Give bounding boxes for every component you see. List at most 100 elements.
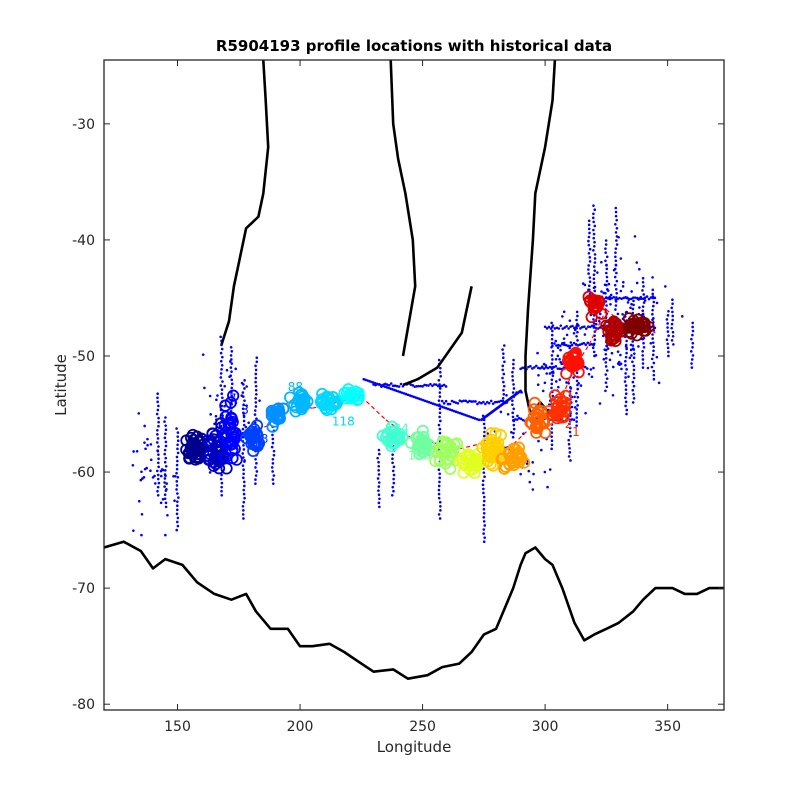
historical-profile-point (485, 400, 489, 404)
historical-profile-point (377, 448, 381, 452)
historical-profile-point (559, 324, 563, 327)
historical-profile-point (570, 405, 574, 409)
historical-profile-point (580, 342, 584, 346)
historical-profile-point (575, 424, 578, 427)
historical-profile-point (641, 362, 645, 365)
historical-profile-point (642, 293, 646, 296)
historical-profile-point (483, 475, 486, 478)
historical-profile-point (614, 214, 618, 218)
historical-profile-point (605, 304, 608, 307)
historical-profile-point (543, 470, 547, 474)
historical-profile-point (569, 387, 573, 390)
historical-profile-point (242, 403, 245, 407)
historical-profile-point (581, 325, 584, 329)
historical-profile-point (560, 362, 564, 366)
historical-profile-point (438, 391, 442, 394)
float-profile-marker (210, 440, 223, 454)
historical-profile-point (437, 492, 441, 496)
historical-profile-point (163, 481, 166, 484)
historical-profile-point (241, 427, 245, 431)
float-profile-marker (227, 389, 240, 402)
historical-profile-point (550, 362, 554, 365)
historical-profile-point (242, 488, 246, 492)
historical-profile-point (201, 353, 205, 356)
historical-profile-point (493, 400, 497, 404)
historical-profile-point (378, 497, 381, 501)
historical-profile-point (156, 433, 159, 436)
historical-profile-point (617, 235, 620, 239)
historical-profile-point (650, 357, 654, 361)
historical-profile-point (641, 309, 645, 313)
historical-profile-point (501, 348, 504, 351)
historical-profile-point (612, 268, 616, 272)
historical-profile-point (254, 405, 258, 408)
historical-profile-point (511, 399, 514, 402)
historical-profile-point (619, 289, 623, 293)
historical-profile-point (439, 419, 442, 423)
historical-profile-point (670, 306, 674, 310)
historical-profile-point (220, 388, 224, 391)
historical-profile-point (164, 533, 167, 537)
historical-profile-point (390, 493, 394, 497)
historical-profile-point (550, 378, 554, 382)
float-profile-marker (642, 320, 655, 333)
historical-profile-point (482, 495, 486, 499)
historical-profile-point (143, 467, 147, 471)
historical-profile-point (544, 365, 548, 369)
historical-profile-point (464, 399, 468, 403)
historical-profile-point (419, 384, 422, 388)
historical-profile-point (458, 399, 462, 402)
historical-profile-point (421, 385, 424, 388)
historical-profile-point (159, 501, 163, 505)
historical-profile-point (624, 376, 627, 379)
historical-profile-point (271, 437, 275, 441)
historical-profile-point (642, 285, 645, 288)
historical-profile-point (499, 399, 503, 403)
historical-profile-point (631, 307, 635, 311)
historical-profile-point (568, 344, 572, 348)
float-profile-marker (502, 446, 515, 460)
float-profile-marker (190, 440, 204, 453)
historical-profile-point (221, 396, 224, 400)
historical-profile-point (604, 389, 607, 393)
historical-profile-point (229, 345, 233, 349)
historical-profile-point (272, 449, 276, 453)
historical-profile-point (391, 485, 395, 489)
historical-profile-point (537, 439, 540, 443)
historical-profile-point (551, 324, 555, 327)
historical-profile-point (243, 496, 246, 500)
historical-profile-point (175, 512, 179, 516)
historical-profile-point (632, 376, 636, 380)
historical-profile-point (643, 299, 647, 302)
historical-profile-point (502, 380, 505, 384)
historical-profile-point (593, 269, 597, 272)
historical-profile-point (548, 468, 552, 471)
historical-profile-point (653, 296, 657, 300)
historical-profile-point (603, 283, 607, 287)
historical-profile-point (254, 478, 257, 481)
historical-profile-point (495, 400, 499, 404)
historical-profile-point (484, 402, 487, 406)
historical-profile-point (575, 412, 578, 415)
historical-profile-point (438, 385, 442, 388)
historical-profile-point (175, 467, 179, 471)
historical-profile-point (651, 288, 655, 292)
float-profile-marker (330, 396, 343, 409)
historical-profile-point (253, 413, 257, 416)
historical-profile-point (151, 476, 155, 479)
historical-profile-point (627, 375, 630, 378)
historical-profile-point (588, 260, 592, 263)
historical-profile-point (641, 312, 645, 316)
historical-profile-point (562, 310, 566, 314)
historical-profile-point (587, 223, 591, 227)
historical-profile-point (624, 359, 627, 363)
historical-profile-point (438, 427, 442, 431)
historical-profile-point (617, 360, 621, 364)
historical-profile-point (511, 435, 515, 439)
historical-profile-point (527, 469, 531, 473)
historical-profile-point (219, 477, 223, 481)
historical-profile-point (440, 399, 444, 403)
historical-profile-point (482, 434, 486, 438)
historical-profile-point (532, 472, 535, 476)
historical-profile-point (655, 355, 659, 359)
